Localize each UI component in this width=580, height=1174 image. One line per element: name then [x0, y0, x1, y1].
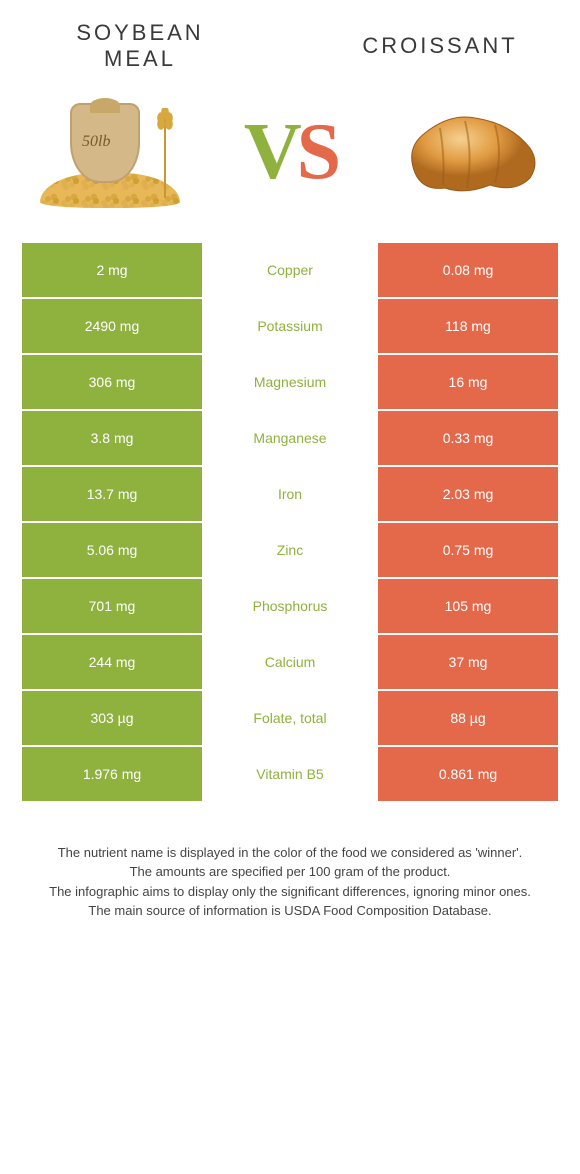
nutrient-name: Iron: [202, 467, 378, 521]
footnote-line: The main source of information is USDA F…: [30, 901, 550, 921]
right-value: 16 mg: [378, 355, 558, 409]
table-row: 701 mgPhosphorus105 mg: [22, 579, 558, 635]
left-value: 5.06 mg: [22, 523, 202, 577]
header: Soybean meal Croissant: [0, 0, 580, 83]
footnote-line: The infographic aims to display only the…: [30, 882, 550, 902]
nutrient-name: Phosphorus: [202, 579, 378, 633]
nutrient-name: Calcium: [202, 635, 378, 689]
soybean-meal-image: 50lb: [30, 93, 190, 213]
nutrient-name: Manganese: [202, 411, 378, 465]
sack-label: 50lb: [82, 133, 110, 151]
nutrient-table: 2 mgCopper0.08 mg2490 mgPotassium118 mg3…: [22, 243, 558, 803]
table-row: 244 mgCalcium37 mg: [22, 635, 558, 691]
nutrient-name: Magnesium: [202, 355, 378, 409]
nutrient-name: Vitamin B5: [202, 747, 378, 801]
footnote-line: The nutrient name is displayed in the co…: [30, 843, 550, 863]
vs-v: V: [244, 107, 297, 198]
left-value: 303 µg: [22, 691, 202, 745]
footnotes: The nutrient name is displayed in the co…: [0, 803, 580, 921]
table-row: 5.06 mgZinc0.75 mg: [22, 523, 558, 579]
table-row: 1.976 mgVitamin B50.861 mg: [22, 747, 558, 803]
table-row: 303 µgFolate, total88 µg: [22, 691, 558, 747]
right-value: 0.08 mg: [378, 243, 558, 297]
right-value: 0.861 mg: [378, 747, 558, 801]
footnote-line: The amounts are specified per 100 gram o…: [30, 862, 550, 882]
croissant-image: [390, 93, 550, 213]
nutrient-name: Copper: [202, 243, 378, 297]
left-value: 701 mg: [22, 579, 202, 633]
left-value: 1.976 mg: [22, 747, 202, 801]
left-value: 244 mg: [22, 635, 202, 689]
table-row: 13.7 mgIron2.03 mg: [22, 467, 558, 523]
right-value: 88 µg: [378, 691, 558, 745]
left-value: 2490 mg: [22, 299, 202, 353]
right-value: 0.33 mg: [378, 411, 558, 465]
table-row: 2490 mgPotassium118 mg: [22, 299, 558, 355]
table-row: 2 mgCopper0.08 mg: [22, 243, 558, 299]
right-value: 2.03 mg: [378, 467, 558, 521]
right-value: 118 mg: [378, 299, 558, 353]
vs-s: S: [297, 107, 337, 198]
left-value: 306 mg: [22, 355, 202, 409]
nutrient-name: Potassium: [202, 299, 378, 353]
right-value: 105 mg: [378, 579, 558, 633]
vs-label: VS: [244, 107, 336, 198]
right-value: 0.75 mg: [378, 523, 558, 577]
right-food-title: Croissant: [340, 33, 540, 59]
nutrient-name: Zinc: [202, 523, 378, 577]
left-value: 3.8 mg: [22, 411, 202, 465]
images-row: 50lb VS: [0, 83, 580, 243]
left-value: 13.7 mg: [22, 467, 202, 521]
table-row: 306 mgMagnesium16 mg: [22, 355, 558, 411]
nutrient-name: Folate, total: [202, 691, 378, 745]
left-food-title: Soybean meal: [40, 20, 240, 73]
table-row: 3.8 mgManganese0.33 mg: [22, 411, 558, 467]
left-value: 2 mg: [22, 243, 202, 297]
right-value: 37 mg: [378, 635, 558, 689]
